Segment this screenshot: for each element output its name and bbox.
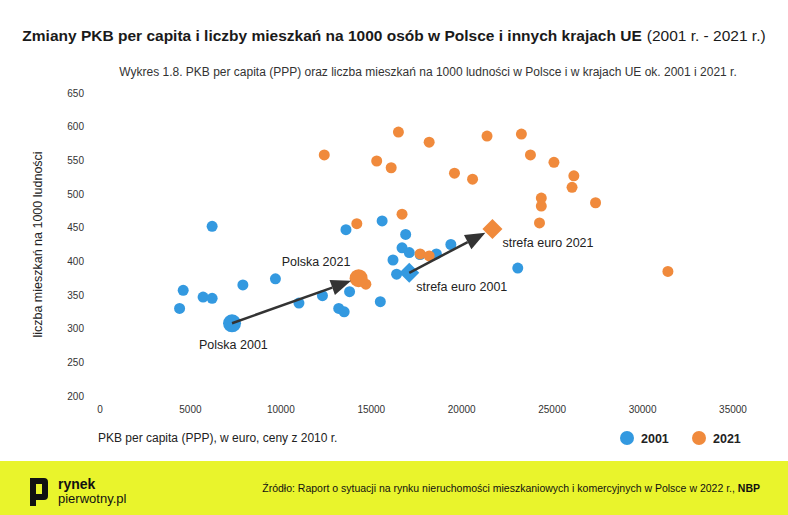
plot-area <box>174 127 673 333</box>
point <box>424 137 435 148</box>
legend-marker <box>692 431 706 445</box>
highlight-point <box>350 269 368 287</box>
highlight-point <box>482 219 502 239</box>
point <box>270 273 281 284</box>
point <box>371 156 382 167</box>
point <box>404 247 415 258</box>
point <box>377 215 388 226</box>
point <box>339 306 350 317</box>
point <box>662 266 673 277</box>
x-tick-label: 10000 <box>267 404 295 415</box>
annotation: Polska 2001 <box>199 338 268 352</box>
point <box>525 149 536 160</box>
point <box>351 218 362 229</box>
point <box>207 293 218 304</box>
point <box>567 182 578 193</box>
x-tick-label: 20000 <box>448 404 476 415</box>
background <box>0 0 788 515</box>
x-tick-label: 0 <box>97 404 103 415</box>
y-axis-label: liczba mieszkań na 1000 ludności <box>31 151 45 337</box>
arrow-line <box>232 288 332 324</box>
logo-text: pierwotny.pl <box>58 491 127 506</box>
logo-icon <box>30 478 48 506</box>
title-main: Zmiany PKB per capita i liczby mieszkań … <box>22 27 641 44</box>
legend-label: 2021 <box>713 432 741 446</box>
point <box>237 279 248 290</box>
point <box>178 285 189 296</box>
annotation: strefa euro 2001 <box>416 280 507 294</box>
x-tick-label: 15000 <box>357 404 385 415</box>
subtitle: Wykres 1.8. PKB per capita (PPP) oraz li… <box>119 65 737 79</box>
x-axis-label: PKB per capita (PPP), w euro, ceny z 201… <box>98 431 337 445</box>
point <box>387 254 398 265</box>
chart: Zmiany PKB per capita i liczby mieszkań … <box>0 0 788 515</box>
point <box>449 168 460 179</box>
source: Źródło: Raport o sytuacji na rynku nieru… <box>262 482 760 494</box>
arrow-head <box>330 280 352 295</box>
y-tick-label: 350 <box>67 290 84 301</box>
point <box>568 170 579 181</box>
y-tick-label: 400 <box>67 256 84 267</box>
footer-band <box>0 461 788 515</box>
y-tick-label: 650 <box>67 88 84 99</box>
title-period: (2001 r. - 2021 r.) <box>647 27 766 44</box>
point <box>393 127 404 138</box>
point <box>415 248 426 259</box>
legend-label: 2001 <box>641 432 669 446</box>
arrow-line <box>409 242 467 273</box>
annotation: strefa euro 2021 <box>502 236 593 250</box>
logo-text: rynek <box>58 476 96 492</box>
point <box>467 174 478 185</box>
point <box>548 157 559 168</box>
y-tick-label: 300 <box>67 323 84 334</box>
x-tick-label: 30000 <box>629 404 657 415</box>
y-tick-label: 250 <box>67 357 84 368</box>
point <box>391 269 402 280</box>
y-tick-label: 200 <box>67 391 84 402</box>
legend-marker <box>620 431 634 445</box>
point <box>344 286 355 297</box>
point <box>534 217 545 228</box>
y-tick-label: 550 <box>67 155 84 166</box>
point <box>536 193 547 204</box>
arrow-head <box>464 233 485 249</box>
point <box>482 131 493 142</box>
point <box>397 209 408 220</box>
title: Zmiany PKB per capita i liczby mieszkań … <box>22 27 765 44</box>
point <box>400 229 411 240</box>
point <box>319 149 330 160</box>
point <box>590 197 601 208</box>
source-text: Źródło: Raport o sytuacji na rynku nieru… <box>262 482 738 494</box>
annotation: Polska 2021 <box>282 255 351 269</box>
x-tick-label: 5000 <box>179 404 202 415</box>
point <box>340 224 351 235</box>
x-tick-label: 25000 <box>538 404 566 415</box>
x-tick-label: 35000 <box>719 404 747 415</box>
y-tick-label: 450 <box>67 222 84 233</box>
y-tick-label: 500 <box>67 189 84 200</box>
point <box>207 221 218 232</box>
y-tick-label: 600 <box>67 121 84 132</box>
source-org: NBP <box>738 482 760 494</box>
point <box>375 296 386 307</box>
point <box>512 263 523 274</box>
point <box>516 129 527 140</box>
point <box>386 162 397 173</box>
point <box>174 303 185 314</box>
